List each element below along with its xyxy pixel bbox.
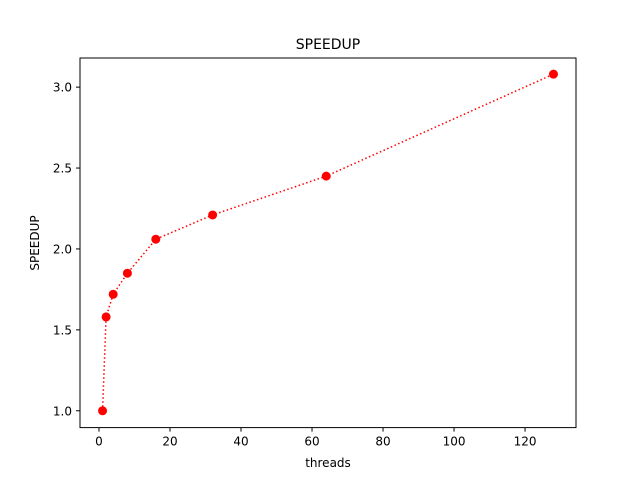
data-point [151, 234, 161, 244]
x-tick-label: 20 [162, 435, 177, 449]
x-tick-label: 0 [95, 435, 103, 449]
x-axis-label: threads [305, 456, 351, 470]
series-line [101, 73, 554, 411]
x-axis-ticks: 0 20 40 60 80 100 120 [95, 427, 537, 449]
x-tick-label: 100 [443, 435, 466, 449]
data-point [108, 289, 118, 299]
chart-title: SPEEDUP [296, 37, 361, 53]
y-tick-label: 1.5 [53, 323, 72, 337]
y-tick-label: 1.0 [53, 404, 72, 418]
data-point [98, 406, 108, 416]
data-point [122, 268, 132, 278]
y-axis-label: SPEEDUP [28, 215, 42, 270]
x-tick-label: 60 [304, 435, 319, 449]
x-tick-label: 40 [233, 435, 248, 449]
x-tick-label: 120 [514, 435, 537, 449]
x-tick-label: 80 [375, 435, 390, 449]
y-tick-label: 2.5 [53, 162, 72, 176]
data-point [208, 210, 218, 220]
y-tick-label: 2.0 [53, 242, 72, 256]
data-point [101, 312, 111, 322]
series-layer [98, 69, 558, 416]
data-point [321, 171, 331, 181]
data-point [548, 69, 558, 79]
y-axis-ticks: 1.0 1.5 2.0 2.5 3.0 [53, 81, 80, 418]
y-tick-label: 3.0 [53, 81, 72, 95]
plot-frame [79, 57, 577, 429]
